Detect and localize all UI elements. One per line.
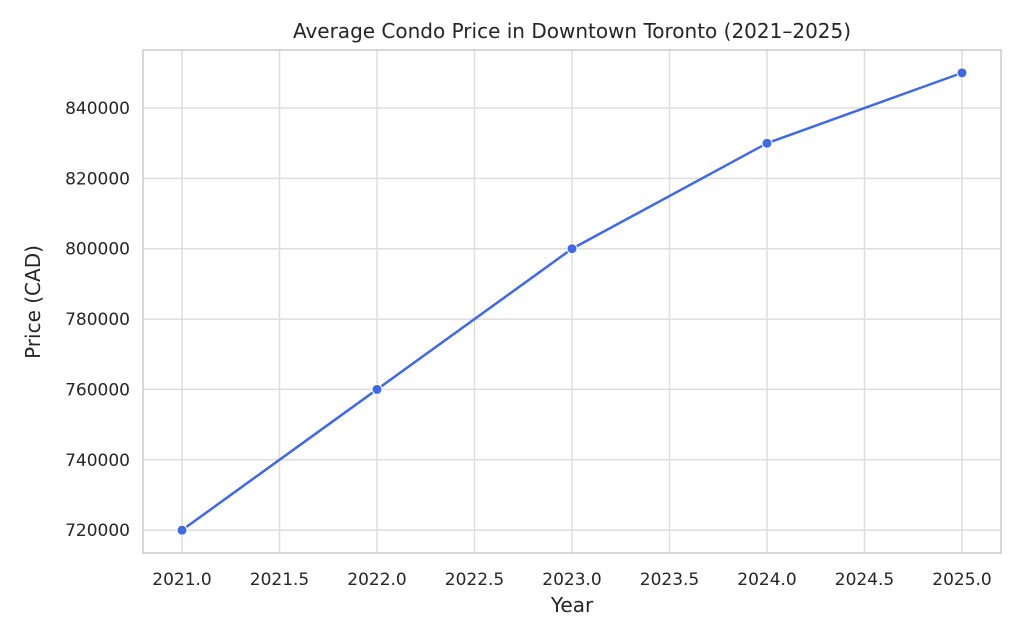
series: [176, 67, 968, 536]
data-point: [566, 243, 578, 255]
x-tick-label: 2022.5: [445, 570, 504, 590]
y-tick-label: 740000: [65, 451, 130, 471]
chart-title: Average Condo Price in Downtown Toronto …: [293, 19, 851, 43]
y-tick-label: 780000: [65, 310, 130, 330]
data-point: [956, 67, 968, 79]
x-tick-label: 2023.0: [542, 570, 601, 590]
x-tick-label: 2023.5: [640, 570, 699, 590]
y-tick-label: 800000: [65, 240, 130, 260]
x-tick-label: 2025.0: [932, 570, 991, 590]
y-tick-label: 720000: [65, 521, 130, 541]
data-point: [761, 137, 773, 149]
x-tick-label: 2024.0: [737, 570, 796, 590]
x-tick-label: 2021.5: [250, 570, 309, 590]
plot-frame: [142, 49, 1002, 554]
x-tick-label: 2022.0: [347, 570, 406, 590]
y-tick-label: 840000: [65, 99, 130, 119]
tick-labels: 2021.0 2021.5 2022.0 2022.5 2023.0 2023.5 2024…: [65, 99, 992, 590]
y-tick-label: 760000: [65, 380, 130, 400]
x-axis-label: Year: [550, 593, 594, 617]
data-point: [176, 524, 188, 536]
x-tick-label: 2021.0: [152, 570, 211, 590]
y-axis-label: Price (CAD): [21, 245, 45, 359]
y-tick-label: 820000: [65, 169, 130, 189]
data-point: [371, 383, 383, 395]
x-tick-label: 2024.5: [835, 570, 894, 590]
grid: [143, 50, 1001, 553]
